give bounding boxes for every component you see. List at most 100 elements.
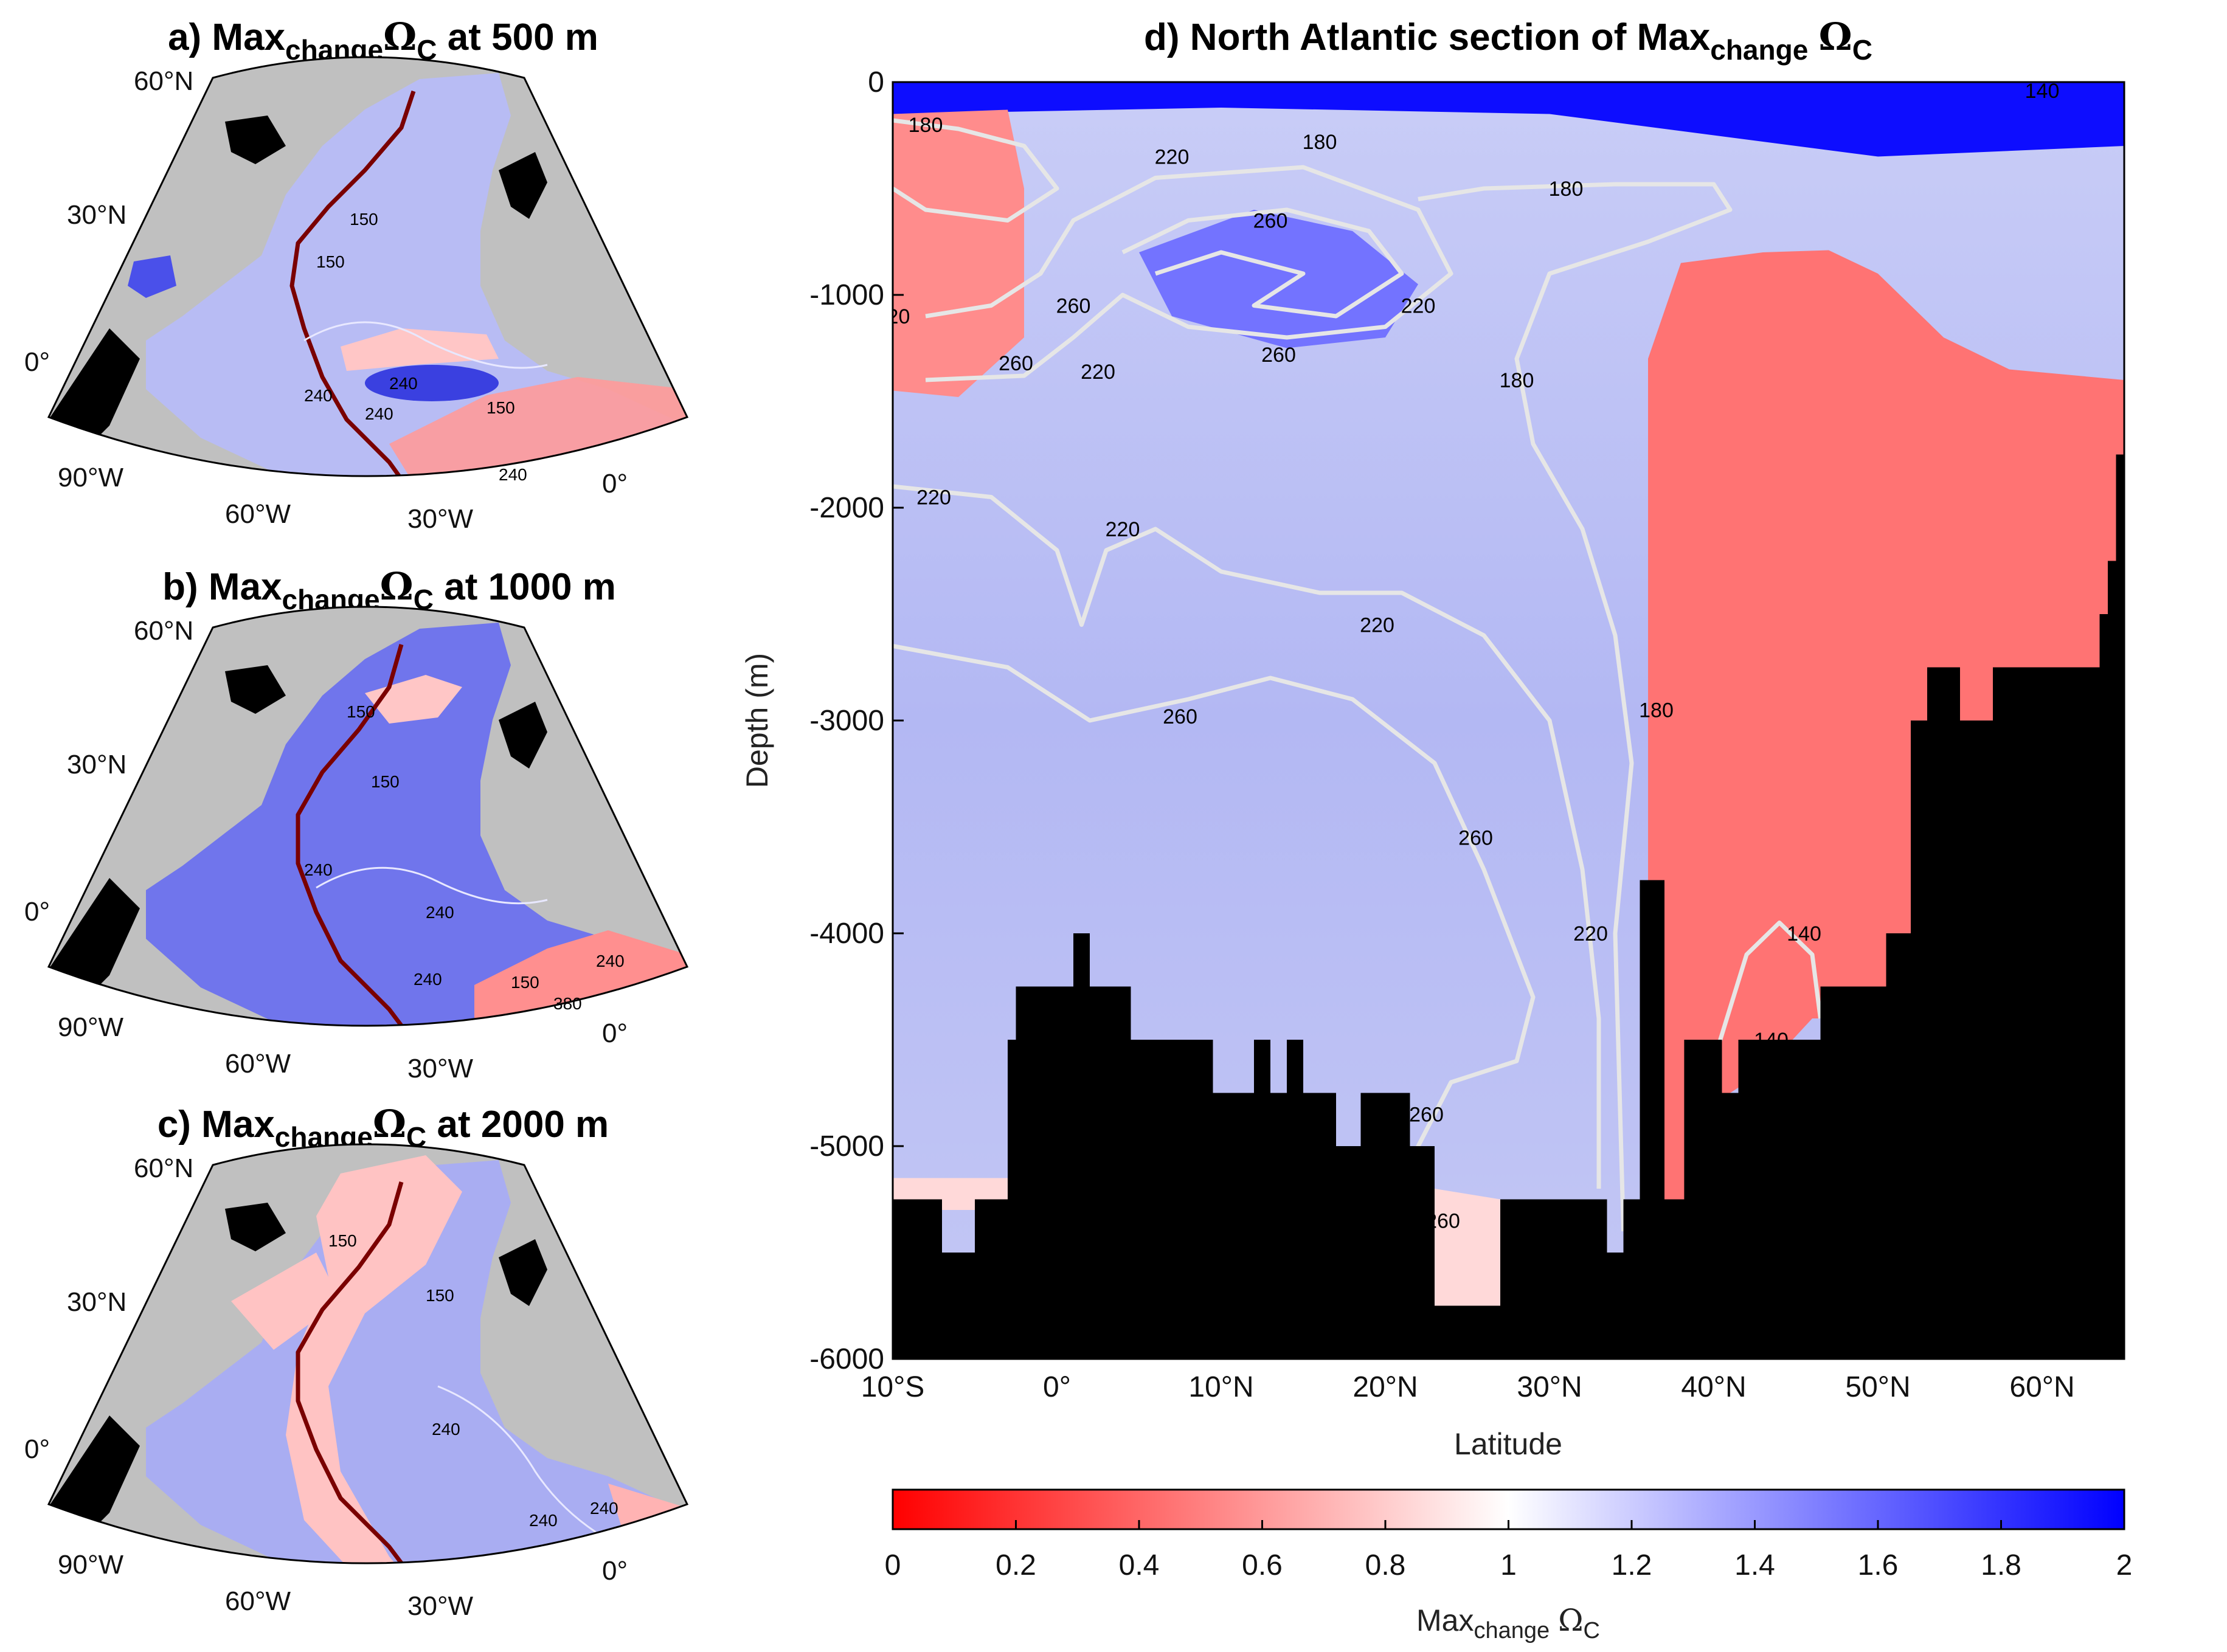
map-a-clabel-6: 150 xyxy=(487,398,515,417)
y-tick-label-2: -2000 xyxy=(809,492,884,524)
colorbar-tick-label-4: 0.8 xyxy=(1365,1549,1406,1581)
map-c-lon-30w: 30°W xyxy=(407,1591,474,1621)
map-b-north-coast xyxy=(225,665,286,714)
x-tick-label-0: 10°S xyxy=(861,1371,925,1403)
map-a-clabel-4: 240 xyxy=(389,374,418,393)
colorbar-tick-label-0: 0 xyxy=(885,1549,901,1581)
contour-label-12: 140 xyxy=(2025,80,2060,103)
contour-label-14: 220 xyxy=(1106,518,1140,541)
section-panel: d) North Atlantic section of Maxchange Ω… xyxy=(740,15,2132,1643)
section-plot-area: 180 220 180 260 260 260 220 220 260 220 180 180 140 2… xyxy=(893,80,2124,1359)
map-a-gulf xyxy=(128,255,176,298)
region-bottom-basin xyxy=(1435,1189,1500,1316)
map-c-clabel-4: 240 xyxy=(529,1511,558,1530)
x-tick-label-2: 10°N xyxy=(1188,1371,1253,1403)
map-b-clabel-2: 150 xyxy=(371,772,400,791)
map-b-europe xyxy=(499,702,547,769)
map-c-pink-north xyxy=(231,1253,341,1350)
region-surface xyxy=(893,82,2124,157)
map-c-lat-0: 0° xyxy=(24,1434,50,1464)
contour-label-17: 260 xyxy=(1458,827,1493,850)
map-b-frame xyxy=(47,606,689,1027)
x-tick-label-3: 20°N xyxy=(1352,1371,1418,1403)
map-c-lat-60n: 60°N xyxy=(134,1153,193,1183)
map-b-clabel-4: 240 xyxy=(426,903,454,922)
x-tick-label-1: 0° xyxy=(1043,1371,1071,1403)
section-axes: 10°S 0° 10°N 20°N 30°N 40°N 50°N 60°N 0 -1000 -200… xyxy=(809,66,2074,1403)
y-tick-label-5: -5000 xyxy=(809,1130,884,1163)
contour-label-2: 180 xyxy=(1303,131,1337,154)
map-a-pink-band xyxy=(341,328,499,371)
map-c-ocean xyxy=(146,1160,687,1563)
map-b-lat-30n: 30°N xyxy=(67,750,126,779)
map-b-lon-0: 0° xyxy=(602,1018,628,1048)
map-b-lon-30w: 30°W xyxy=(407,1054,474,1083)
map-a-clabel-3: 240 xyxy=(304,386,333,405)
region-blue-core xyxy=(1139,210,1418,348)
map-panel-c: c) MaxchangeΩC at 2000 m 150 150 240 240… xyxy=(24,1102,689,1621)
map-b-red-region xyxy=(474,930,687,1026)
map-c-europe xyxy=(499,1239,547,1306)
map-c-contour-labels: 150 150 240 240 240 xyxy=(328,1231,618,1530)
contour-label-5: 260 xyxy=(999,352,1033,375)
y-tick-label-3: -3000 xyxy=(809,705,884,737)
map-b-contour-labels: 150 150 240 240 240 150 240 380 xyxy=(304,702,625,1013)
map-b-clabel-7: 240 xyxy=(596,952,625,970)
contour-label-18: 180 xyxy=(1639,699,1674,722)
x-tick-label-4: 30°N xyxy=(1517,1371,1582,1403)
colorbar-tick-label-8: 1.6 xyxy=(1858,1549,1899,1581)
map-a-contour-labels: 150 150 240 240 240 150 240 xyxy=(304,210,527,484)
contour-label-10: 180 xyxy=(1549,178,1584,201)
contour-label-4: 260 xyxy=(1056,295,1091,318)
colorbar-tick-label-9: 1.8 xyxy=(1981,1549,2021,1581)
contour-label-22: 260 xyxy=(1409,1104,1444,1127)
colorbar-ticks: 0 0.2 0.4 0.6 0.8 1 1.2 1.4 1.6 1.8 2 xyxy=(885,1520,2133,1581)
map-a-title: a) MaxchangeΩC at 500 m xyxy=(168,15,598,66)
x-tick-label-7: 60°N xyxy=(2009,1371,2074,1403)
colorbar-tick-label-2: 0.4 xyxy=(1119,1549,1160,1581)
contour-line-140-6 xyxy=(1711,921,1823,1062)
contour-label-16: 260 xyxy=(1163,705,1197,728)
contour-label-8: 260 xyxy=(1261,344,1296,367)
contour-label-9: 220 xyxy=(1401,295,1436,318)
contour-label-3: 260 xyxy=(1253,210,1288,233)
y-tick-label-0: 0 xyxy=(868,66,884,98)
map-b-clabel-6: 150 xyxy=(511,973,539,992)
contour-label-7: 220 xyxy=(1081,361,1115,384)
map-a-red-region xyxy=(389,377,687,476)
map-panel-b: b) MaxchangeΩC at 1000 m 150 150 240 240… xyxy=(24,564,689,1083)
contour-line-180-0 xyxy=(893,118,1059,223)
map-a-lat-0: 0° xyxy=(24,347,50,377)
colorbar-tick-label-6: 1.2 xyxy=(1612,1549,1652,1581)
map-b-contour xyxy=(316,866,548,905)
map-a-lon-0: 0° xyxy=(602,469,628,499)
colorbar-tick-label-5: 1 xyxy=(1500,1549,1517,1581)
map-a-track xyxy=(289,90,421,476)
contour-label-0: 180 xyxy=(909,114,943,137)
map-a-europe xyxy=(499,152,547,219)
colorbar-tick-label-3: 0.6 xyxy=(1242,1549,1283,1581)
section-title: d) North Atlantic section of Maxchange Ω… xyxy=(1144,15,1872,66)
section-ylabel: Depth (m) xyxy=(740,653,774,788)
map-a-lon-30w: 30°W xyxy=(407,504,474,534)
map-c-clabel-5: 240 xyxy=(590,1499,618,1518)
map-c-frame xyxy=(47,1143,689,1564)
map-c-lon-60w: 60°W xyxy=(225,1586,291,1616)
x-tick-label-6: 50°N xyxy=(1845,1371,1910,1403)
map-a-lat-60n: 60°N xyxy=(134,66,193,96)
map-c-clabel-3: 240 xyxy=(432,1420,460,1439)
map-c-lon-0: 0° xyxy=(602,1556,628,1586)
map-b-lon-90w: 90°W xyxy=(58,1012,124,1042)
colorbar-tick-label-10: 2 xyxy=(2116,1549,2133,1581)
colorbar-tick-label-7: 1.4 xyxy=(1734,1549,1775,1581)
colorbar-label: Maxchange ΩC xyxy=(1416,1603,1600,1643)
contour-line-260-5 xyxy=(893,644,1536,1211)
y-tick-label-1: -1000 xyxy=(809,279,884,311)
section-xlabel: Latitude xyxy=(1454,1427,1562,1461)
map-b-lat-60n: 60°N xyxy=(134,616,193,646)
map-b-clabel-8: 380 xyxy=(553,994,582,1013)
map-a-blue-core xyxy=(365,365,499,401)
y-tick-label-6: -6000 xyxy=(809,1343,884,1375)
colorbar-tick-label-1: 0.2 xyxy=(996,1549,1036,1581)
